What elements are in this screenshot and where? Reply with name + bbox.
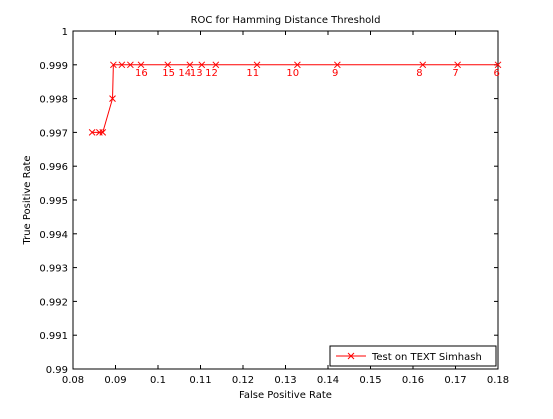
y-tick-label: 0.991 (39, 331, 68, 342)
threshold-label: 7 (452, 68, 458, 79)
threshold-label: 8 (416, 68, 422, 79)
y-tick-label: 0.997 (39, 128, 68, 139)
x-tick-label: 0.1 (150, 375, 166, 386)
threshold-label: 6 (494, 68, 500, 79)
x-tick-label: 0.11 (189, 375, 211, 386)
x-tick-label: 0.13 (274, 375, 296, 386)
y-tick-label: 0.994 (39, 230, 68, 241)
x-tick-label: 0.08 (62, 375, 84, 386)
y-tick-label: 0.99 (46, 365, 68, 376)
y-tick-label: 0.996 (39, 162, 68, 173)
y-tick-label: 0.992 (39, 297, 68, 308)
y-tick-label: 0.998 (39, 95, 68, 106)
y-tick-label: 0.999 (39, 61, 68, 72)
y-tick-label: 0.993 (39, 264, 68, 275)
y-axis-label: True Positive Rate (22, 155, 33, 245)
x-axis-label: False Positive Rate (239, 390, 332, 401)
chart-title: ROC for Hamming Distance Threshold (191, 15, 381, 26)
legend-label: Test on TEXT Simhash (371, 352, 482, 363)
x-tick-label: 0.09 (104, 375, 126, 386)
threshold-label: 15 (162, 68, 175, 79)
x-tick-label: 0.18 (487, 375, 509, 386)
legend: Test on TEXT Simhash (330, 346, 496, 366)
x-tick-label: 0.17 (444, 375, 466, 386)
y-tick-label: 1 (62, 27, 68, 38)
x-tick-label: 0.14 (317, 375, 339, 386)
threshold-label: 9 (332, 68, 338, 79)
threshold-label: 11 (246, 68, 259, 79)
threshold-label: 12 (205, 68, 218, 79)
y-tick-label: 0.995 (39, 196, 68, 207)
x-tick-label: 0.12 (232, 375, 254, 386)
x-tick-label: 0.16 (402, 375, 424, 386)
threshold-label: 13 (190, 68, 203, 79)
x-tick-label: 0.15 (359, 375, 381, 386)
threshold-label: 10 (286, 68, 299, 79)
threshold-label: 16 (135, 68, 148, 79)
plot-area (73, 31, 498, 369)
